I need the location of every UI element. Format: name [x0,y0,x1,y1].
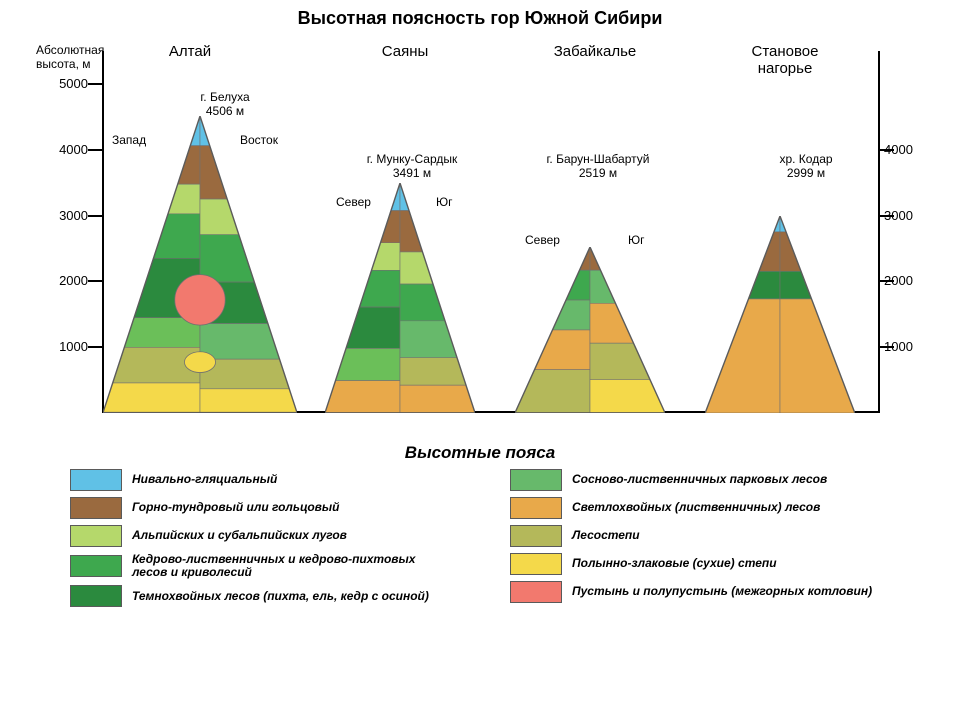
mountain-wrap [515,247,665,413]
legend-swatch [70,469,122,491]
diagram-title: Высотная поясность гор Южной Сибири [0,0,960,33]
legend-item: Горно-тундровый или гольцовый [70,497,450,519]
legend-label: Нивально-гляциальный [132,473,277,486]
legend-item: Альпийских и субальпийских лугов [70,525,450,547]
mountain-3 [705,216,855,413]
legend-item: Лесостепи [510,525,890,547]
legend-label: Сосново-лиственничных парковых лесов [572,473,827,486]
tick-mark [88,215,102,217]
peak-label: хр. Кодар2999 м [746,153,866,181]
tick-mark [880,280,894,282]
legend-swatch [510,469,562,491]
tick-mark [880,346,894,348]
column-label: Становоенагорье [730,43,840,77]
legend-item: Пустынь и полупустынь (межгорных котлови… [510,581,890,603]
slope-label-left: Север [336,195,371,209]
legend-swatch [70,497,122,519]
legend-swatch [510,553,562,575]
peak-label: г. Мунку-Сардык3491 м [352,153,472,181]
tick-mark [880,149,894,151]
column-label: Саяны [350,43,460,60]
slope-label-right: Восток [240,133,278,147]
legend-item: Кедрово-лиственничных и кедрово-пихтовых… [70,553,450,579]
y-tick-left: 2000 [48,273,88,288]
slope-label-right: Юг [628,233,645,247]
peak-label: г. Барун-Шабартуй2519 м [538,153,658,181]
legend-item: Сосново-лиственничных парковых лесов [510,469,890,491]
legend-label: Лесостепи [572,529,640,542]
mountain-wrap [325,183,475,413]
legend-swatch [510,525,562,547]
column-label: Забайкалье [540,43,650,60]
y-axis-label: Абсолютная высота, м [36,43,116,72]
legend-label: Светлохвойных (лиственничных) лесов [572,501,820,514]
legend-item: Полынно-злаковые (сухие) степи [510,553,890,575]
slope-label-left: Север [525,233,560,247]
legend-item: Светлохвойных (лиственничных) лесов [510,497,890,519]
legend-swatch [510,581,562,603]
legend-item: Темнохвойных лесов (пихта, ель, кедр с о… [70,585,450,607]
legend-label: Горно-тундровый или гольцовый [132,501,339,514]
mountain-1 [325,183,475,413]
column-label: Алтай [135,43,245,60]
y-axis-right [878,51,880,413]
tick-mark [88,83,102,85]
tick-mark [88,280,102,282]
legend-item: Нивально-гляциальный [70,469,450,491]
legend-title: Высотные пояса [0,443,960,463]
slope-label-right: Юг [436,195,453,209]
legend-label: Пустынь и полупустынь (межгорных котлови… [572,585,872,598]
tick-mark [88,346,102,348]
mountain-2 [515,247,665,413]
y-tick-left: 1000 [48,339,88,354]
mountain-wrap [705,216,855,413]
mountain-wrap [103,116,297,413]
legend: Нивально-гляциальный Горно-тундровый или … [70,469,890,607]
y-tick-left: 5000 [48,76,88,91]
legend-swatch [70,525,122,547]
y-tick-left: 3000 [48,208,88,223]
peak-label: г. Белуха4506 м [165,91,285,119]
tick-mark [880,215,894,217]
y-tick-left: 4000 [48,142,88,157]
legend-swatch [70,585,122,607]
legend-label: Альпийских и субальпийских лугов [132,529,347,542]
legend-swatch [510,497,562,519]
tick-mark [88,149,102,151]
legend-label: Полынно-злаковые (сухие) степи [572,557,777,570]
chart-area: Абсолютная высота, м 5000 4000 3000 2000 100… [30,33,930,433]
legend-label: Темнохвойных лесов (пихта, ель, кедр с о… [132,590,429,603]
slope-label-left: Запад [112,133,146,147]
mountain-0 [103,116,297,413]
legend-label: Кедрово-лиственничных и кедрово-пихтовых… [132,553,450,579]
legend-swatch [70,555,122,577]
